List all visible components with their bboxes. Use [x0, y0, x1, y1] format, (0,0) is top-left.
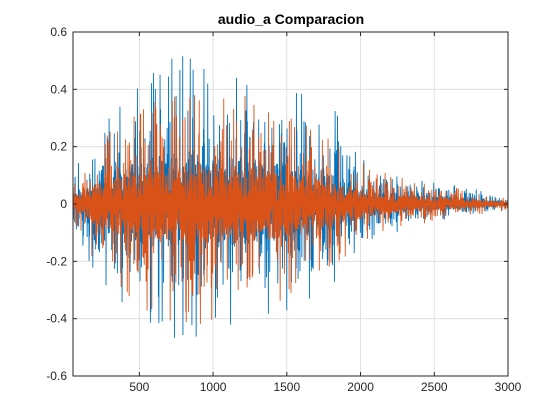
series-line-2 [72, 95, 509, 324]
x-tick-label: 500 [129, 380, 149, 394]
y-tick-label: -0.4 [46, 312, 67, 326]
y-tick-label: 0.4 [50, 82, 67, 96]
x-tick-label: 1000 [200, 380, 227, 394]
chart-title: audio_a Comparacion [218, 11, 364, 27]
series-layer [72, 56, 509, 338]
x-tick-label: 2000 [347, 380, 374, 394]
x-tick-label: 2500 [421, 380, 448, 394]
y-tick-label: -0.6 [46, 369, 67, 383]
tick-layer: 500 1000 1500 2000 2500 3000 -0.6 -0.4 -0.2 0 0.2 0… [46, 25, 521, 394]
x-tick-label: 3000 [495, 380, 522, 394]
y-tick-label: 0 [60, 197, 67, 211]
y-tick-label: -0.2 [46, 254, 67, 268]
y-tick-label: 0.2 [50, 140, 67, 154]
x-tick-label: 1500 [273, 380, 300, 394]
y-tick-label: 0.6 [50, 25, 67, 39]
